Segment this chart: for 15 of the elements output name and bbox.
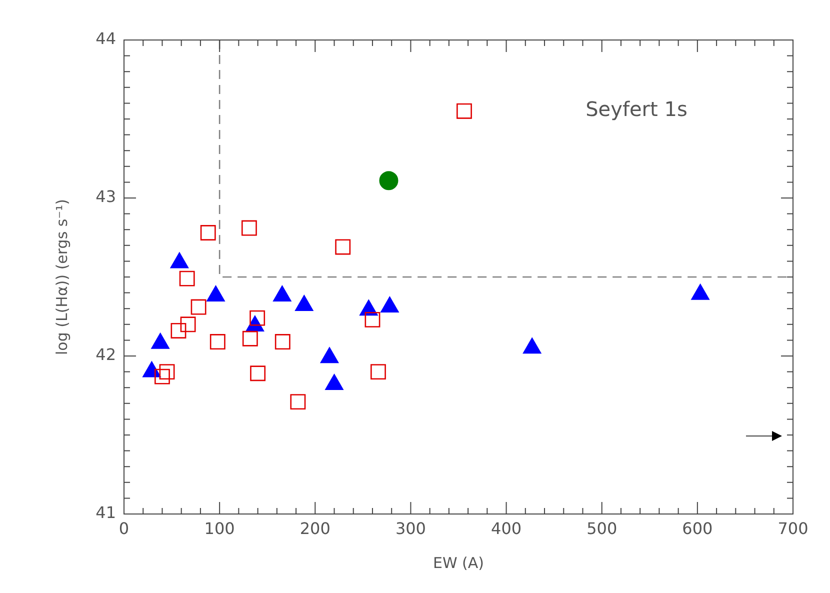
x-tick-label: 0 xyxy=(118,518,130,538)
x-axis-title: EW (A) xyxy=(432,554,484,572)
y-axis-title: log (L(Hα)) (ergs s⁻¹) xyxy=(52,198,71,356)
y-tick-label: 44 xyxy=(96,29,116,48)
x-tick-label: 200 xyxy=(300,518,330,538)
x-tick-label: 700 xyxy=(778,518,808,538)
x-tick-label: 400 xyxy=(491,518,522,538)
annotation: Seyfert 1s xyxy=(586,96,688,121)
x-tick-label: 300 xyxy=(395,518,426,538)
y-tick-label: 41 xyxy=(96,503,116,522)
x-tick-label: 500 xyxy=(586,518,618,538)
x-tick-label: 100 xyxy=(204,518,235,538)
y-tick-label: 42 xyxy=(96,345,116,364)
y-tick-label: 43 xyxy=(96,187,116,206)
x-tick-label: 600 xyxy=(682,518,713,538)
